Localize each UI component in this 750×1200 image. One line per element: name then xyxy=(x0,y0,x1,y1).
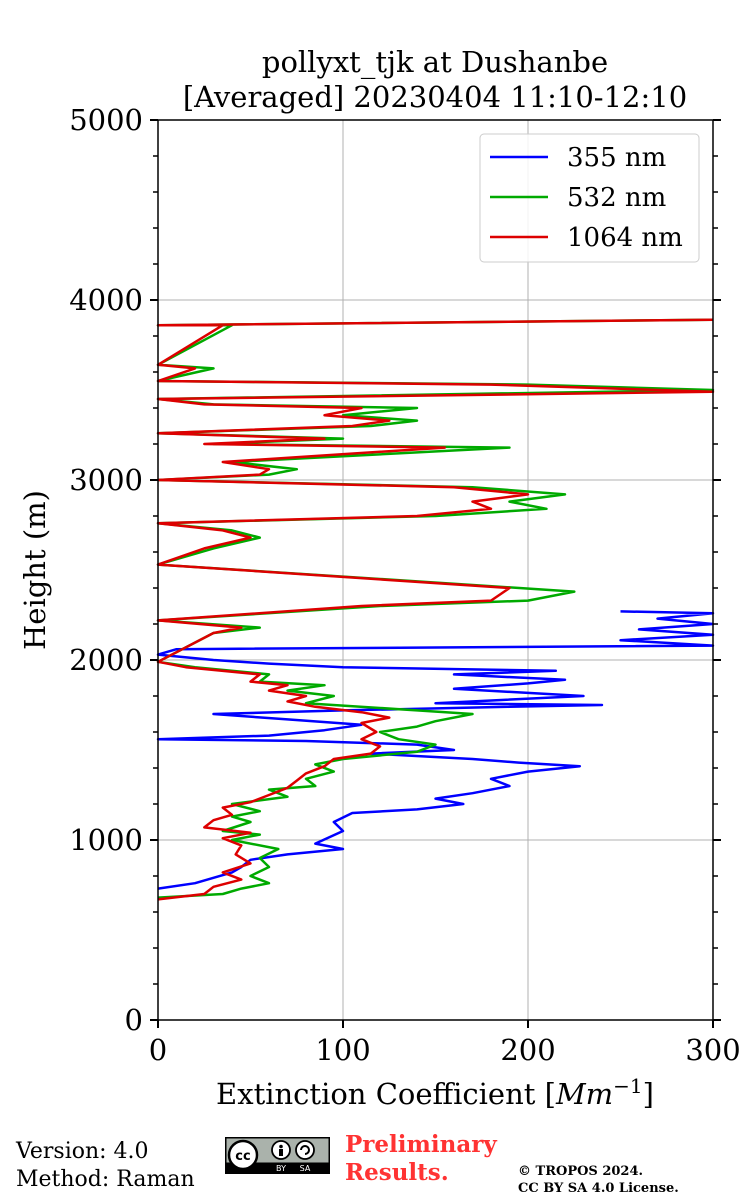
y-tick-label: 0 xyxy=(125,1003,143,1037)
axis-ticks xyxy=(150,119,721,1028)
legend: 355 nm 532 nm 1064 nm xyxy=(479,133,700,263)
plot-frame xyxy=(157,119,714,1021)
y-tick-label: 3000 xyxy=(69,463,143,497)
extinction-profile-chart: pollyxt_tjk at Dushanbe [Averaged] 20230… xyxy=(18,45,741,1111)
x-tick-label: 0 xyxy=(149,1033,167,1067)
chart-title-line2: [Averaged] 20230404 11:10-12:10 xyxy=(183,80,687,114)
y-tick-label: 4000 xyxy=(69,283,143,317)
preliminary-label: Preliminary xyxy=(345,1131,497,1158)
grid xyxy=(158,120,713,1020)
legend-label: 355 nm xyxy=(567,143,666,173)
x-tick-label: 300 xyxy=(685,1033,740,1067)
copyright-text: © TROPOS 2024. xyxy=(518,1164,644,1179)
sa-share-icon xyxy=(295,1140,315,1160)
cc-sa-label: SA xyxy=(300,1164,311,1173)
cc-by-sa-badge: cc BY SA xyxy=(225,1137,330,1174)
cc-by-label: BY xyxy=(276,1164,286,1173)
series-lines xyxy=(156,318,715,901)
results-label: Results. xyxy=(345,1159,449,1186)
x-tick-label: 200 xyxy=(500,1033,555,1067)
chart-title-line1: pollyxt_tjk at Dushanbe xyxy=(262,45,608,80)
y-tick-label: 1000 xyxy=(69,823,143,857)
cc-logo-icon xyxy=(227,1139,259,1171)
y-tick-label: 2000 xyxy=(69,643,143,677)
method-text: Method: Raman xyxy=(16,1167,195,1192)
cc-logo-text: cc xyxy=(235,1149,250,1164)
legend-box xyxy=(479,133,700,263)
x-axis-label: Extinction Coefficient [Mm−1] xyxy=(216,1074,654,1111)
license-text: CC BY SA 4.0 License. xyxy=(518,1181,679,1196)
legend-label: 532 nm xyxy=(567,183,666,213)
y-axis-label: Height (m) xyxy=(18,490,52,650)
legend-label: 1064 nm xyxy=(567,223,683,253)
x-tick-label: 100 xyxy=(315,1033,370,1067)
y-tick-label: 5000 xyxy=(69,103,143,137)
version-text: Version: 4.0 xyxy=(16,1139,149,1164)
series-line-1064-nm xyxy=(156,318,715,901)
